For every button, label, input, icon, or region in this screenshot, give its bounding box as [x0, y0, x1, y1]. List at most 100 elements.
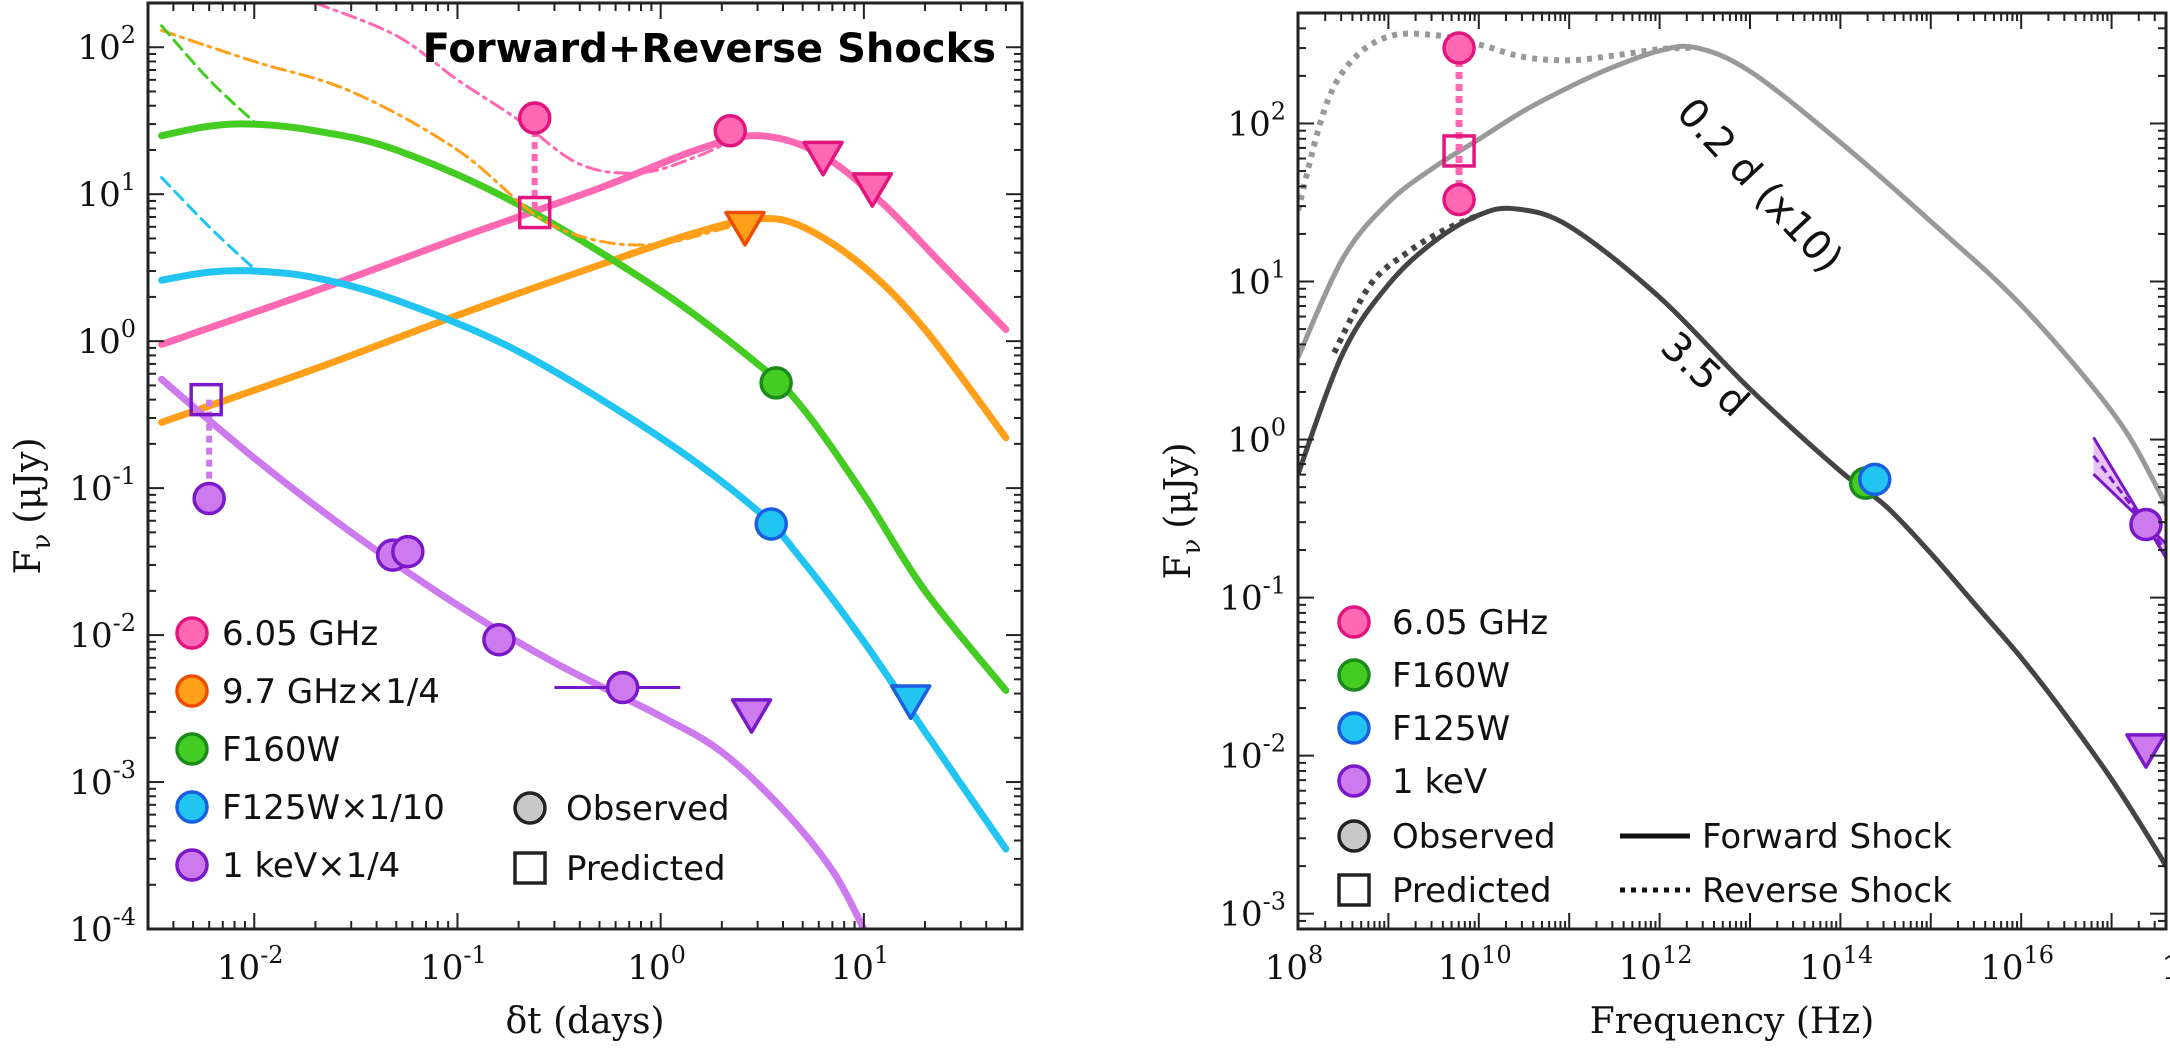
tick-exponent: -3 [1263, 888, 1286, 916]
series-line-f160w [158, 120, 1010, 694]
series-line-0-2-d-x10-forward [1298, 43, 2166, 511]
y-label-main: F [8, 550, 49, 575]
y-tick-label: 102 [1227, 97, 1286, 144]
legend-label: F125W [1392, 709, 1510, 749]
tick-exponent: -3 [113, 756, 136, 784]
x-tick-label: 100 [627, 941, 686, 988]
tick-exponent: -1 [1263, 572, 1286, 600]
tick-exponent: -4 [113, 903, 136, 931]
observed-marker [759, 366, 793, 400]
y-tick-label: 10-2 [69, 609, 136, 656]
legend: 6.05 GHz F160W F125W 1 keV Observed Predicted… [1337, 603, 1952, 911]
observed-marker [192, 481, 226, 516]
tick-exponent: 1 [874, 941, 889, 969]
observed-marker [517, 101, 552, 135]
series-line-f160w-rs [160, 24, 256, 124]
legend-marker [1337, 764, 1371, 798]
y-label-main: F [1158, 555, 1199, 580]
observed-marker [754, 507, 788, 541]
tick-base: 10 [69, 616, 112, 656]
x-tick-label: 1018 [2161, 941, 2170, 988]
predicted-marker [189, 382, 223, 417]
tick-exponent: -2 [260, 941, 283, 969]
legend-marker [175, 732, 209, 766]
x-tick-label: 1014 [1799, 941, 1873, 988]
series-line-6-05-ghz [158, 132, 1010, 348]
tick-base: 10 [627, 948, 670, 988]
y-tick-label: 10-3 [1219, 888, 1286, 935]
tick-exponent: -2 [1263, 730, 1286, 758]
series-line-0-2-d-x10-reverse [1298, 30, 1696, 212]
y-label-sub: ν [1177, 539, 1207, 555]
y-tick-label: 100 [77, 315, 136, 362]
legend-label: Predicted [1392, 871, 1552, 911]
series-line-f125w-rs [160, 176, 256, 271]
tick-base: 10 [2161, 948, 2170, 988]
observed-marker [1858, 462, 1892, 497]
legend-marker [513, 851, 547, 885]
legend-marker [1337, 658, 1371, 692]
tick-base: 10 [1438, 948, 1481, 988]
y-label-unit: (μJy) [1158, 442, 1199, 528]
legend-label: F160W [1392, 656, 1510, 696]
legend-marker [1337, 873, 1371, 907]
y-tick-label: 10-4 [69, 903, 136, 950]
x-tick-label: 108 [1265, 941, 1324, 988]
tick-base: 10 [1227, 104, 1270, 144]
tick-base: 10 [1619, 948, 1662, 988]
tick-exponent: 1 [121, 168, 136, 196]
y-tick-label: 10-2 [1219, 730, 1286, 777]
observed-marker [605, 670, 640, 705]
legend: 6.05 GHz 9.7 GHz×1/4 F160W F125W×1/10 1 keV×… [175, 614, 730, 889]
chart-title: Forward+Reverse Shocks [423, 26, 996, 72]
legend-label: Reverse Shock [1702, 871, 1952, 911]
x-axis-label: Frequency (Hz) [1590, 1001, 1875, 1042]
legend-marker [175, 674, 209, 708]
legend-label: Forward Shock [1702, 817, 1952, 857]
tick-base: 10 [1799, 948, 1842, 988]
legend-label: 1 keV [1392, 762, 1487, 802]
legend-marker [1337, 819, 1371, 853]
tick-base: 10 [1980, 948, 2023, 988]
tick-base: 10 [69, 910, 112, 950]
y-tick-label: 101 [77, 168, 136, 215]
tick-exponent: 12 [1662, 941, 1693, 969]
predicted-marker [1442, 134, 1476, 168]
observed-marker [482, 622, 516, 657]
tick-base: 10 [1219, 895, 1262, 935]
legend-marker [175, 848, 209, 882]
plot-frame [146, 1, 1024, 931]
left-panel: 10-2 10-1 100 10110-410-310-210-1100101102δ… [8, 1, 1024, 1042]
tick-exponent: 0 [1271, 414, 1286, 442]
x-tick-label: 10-1 [420, 941, 487, 988]
tick-exponent: 0 [671, 941, 686, 969]
legend-label: 9.7 GHz×1/4 [222, 672, 440, 712]
series-line-3-5-d-forward [1298, 205, 2166, 872]
legend-label: 6.05 GHz [222, 614, 378, 654]
right-panel: 0.2 d (x10)3.5 d108101010121014101610181… [1158, 11, 2170, 1042]
legend-label: F160W [222, 730, 340, 770]
series-line-6-05-ghz-rs [313, 3, 743, 175]
x-tick-label: 10-2 [217, 941, 284, 988]
y-tick-label: 102 [77, 21, 136, 68]
upper-limit-marker [851, 172, 894, 208]
legend-label: 1 keV×1/4 [222, 846, 400, 886]
plot-frame [1296, 11, 2168, 931]
legend-marker [1337, 605, 1371, 639]
legend-label: Observed [566, 789, 730, 829]
legend-marker [513, 791, 547, 825]
tick-exponent: 10 [1481, 941, 1512, 969]
series-line-3-5-d-reverse [1331, 212, 1481, 355]
y-label-unit: (μJy) [8, 437, 49, 523]
y-tick-label: 100 [1227, 414, 1286, 461]
tick-base: 10 [69, 763, 112, 803]
tick-base: 10 [77, 28, 120, 68]
plot-area [158, 3, 1010, 929]
x-tick-label: 1010 [1438, 941, 1512, 988]
tick-base: 10 [77, 322, 120, 362]
legend-marker [175, 616, 209, 650]
observed-marker [1442, 31, 1476, 65]
observed-marker [391, 534, 425, 569]
y-tick-label: 10-1 [1219, 572, 1286, 619]
y-tick-label: 10-1 [69, 462, 136, 509]
